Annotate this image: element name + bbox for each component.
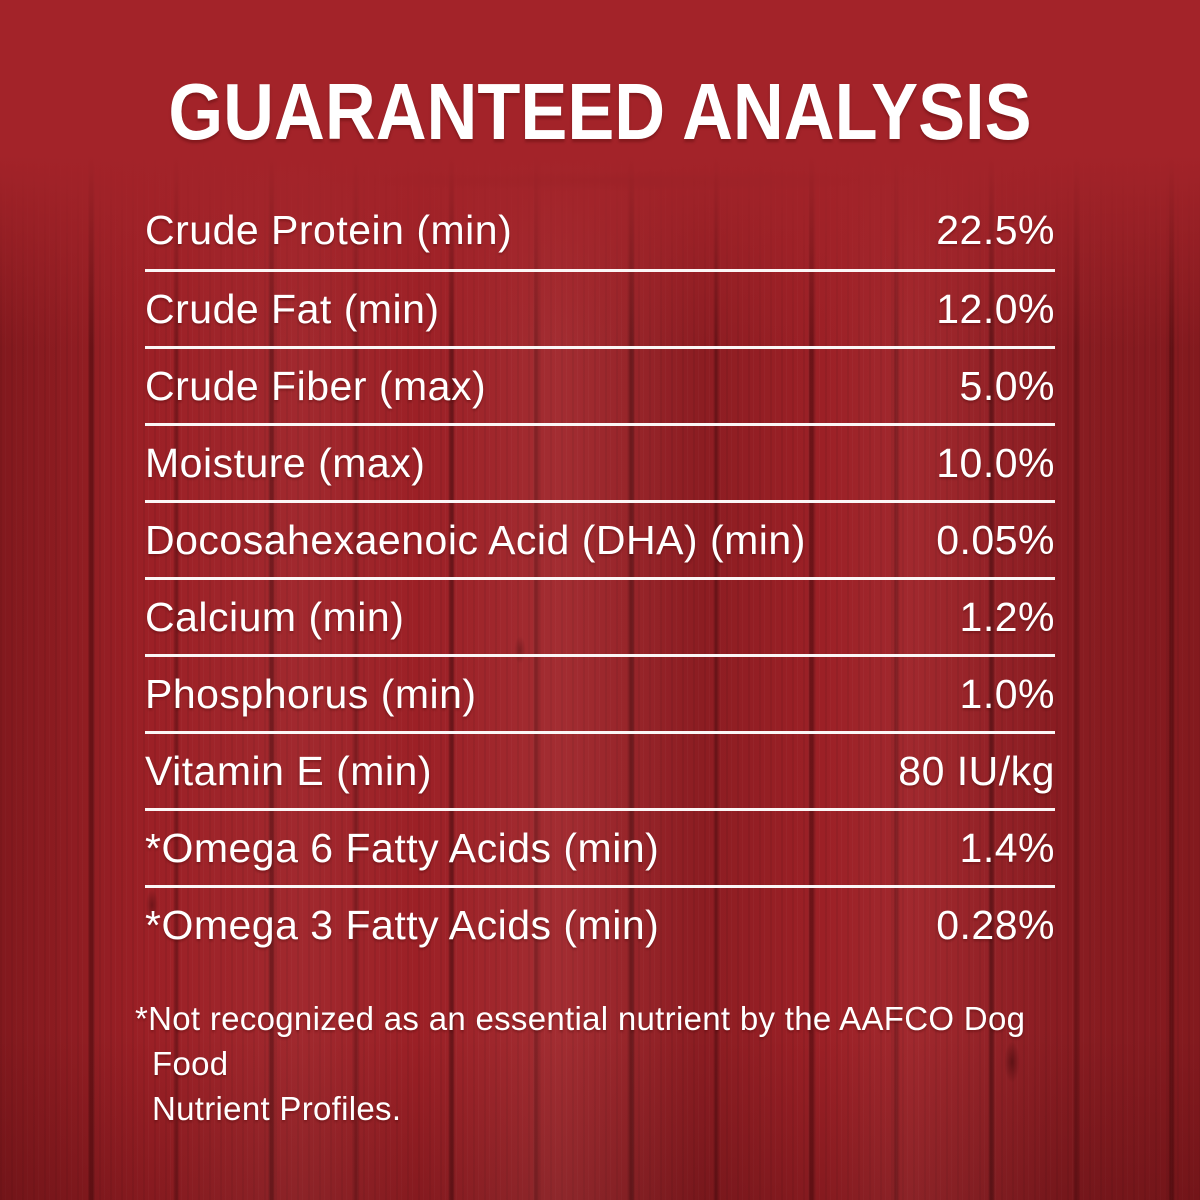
table-row: Crude Protein (min) 22.5%	[145, 192, 1055, 269]
nutrient-label: *Omega 6 Fatty Acids (min)	[145, 824, 660, 871]
nutrient-value: 22.5%	[936, 207, 1055, 253]
table-row: Crude Fat (min) 12.0%	[145, 269, 1055, 346]
table-row: Phosphorus (min) 1.0%	[145, 654, 1055, 731]
nutrient-value: 10.0%	[936, 439, 1055, 486]
nutrient-label: Crude Protein (min)	[145, 207, 513, 253]
nutrient-value: 0.28%	[936, 901, 1055, 948]
nutrient-value: 1.2%	[959, 593, 1055, 640]
footnote: *Not recognized as an essential nutrient…	[135, 996, 1075, 1131]
table-row: *Omega 3 Fatty Acids (min) 0.28%	[145, 885, 1055, 962]
nutrient-label: Moisture (max)	[145, 439, 426, 486]
nutrient-label: *Omega 3 Fatty Acids (min)	[145, 901, 660, 948]
nutrient-value: 80 IU/kg	[898, 747, 1055, 794]
page-title: GUARANTEED ANALYSIS	[168, 67, 1032, 156]
nutrient-label: Crude Fiber (max)	[145, 362, 487, 409]
nutrient-label: Crude Fat (min)	[145, 285, 440, 332]
nutrient-label: Calcium (min)	[145, 593, 405, 640]
table-row: Crude Fiber (max) 5.0%	[145, 346, 1055, 423]
table-row: Moisture (max) 10.0%	[145, 423, 1055, 500]
nutrient-value: 5.0%	[959, 362, 1055, 409]
table-row: *Omega 6 Fatty Acids (min) 1.4%	[145, 808, 1055, 885]
footnote-line-1: *Not recognized as an essential nutrient…	[135, 1000, 1026, 1082]
nutrient-value: 12.0%	[936, 285, 1055, 332]
nutrient-value: 1.4%	[959, 824, 1055, 871]
nutrient-value: 0.05%	[936, 516, 1055, 563]
footnote-line-2: Nutrient Profiles.	[152, 1090, 402, 1127]
table-row: Calcium (min) 1.2%	[145, 577, 1055, 654]
table-row: Vitamin E (min) 80 IU/kg	[145, 731, 1055, 808]
analysis-table: Crude Protein (min) 22.5% Crude Fat (min…	[145, 192, 1055, 962]
nutrient-label: Phosphorus (min)	[145, 670, 477, 717]
nutrient-value: 1.0%	[959, 670, 1055, 717]
nutrient-label: Vitamin E (min)	[145, 747, 432, 794]
table-row: Docosahexaenoic Acid (DHA) (min) 0.05%	[145, 500, 1055, 577]
nutrient-label: Docosahexaenoic Acid (DHA) (min)	[145, 516, 806, 563]
